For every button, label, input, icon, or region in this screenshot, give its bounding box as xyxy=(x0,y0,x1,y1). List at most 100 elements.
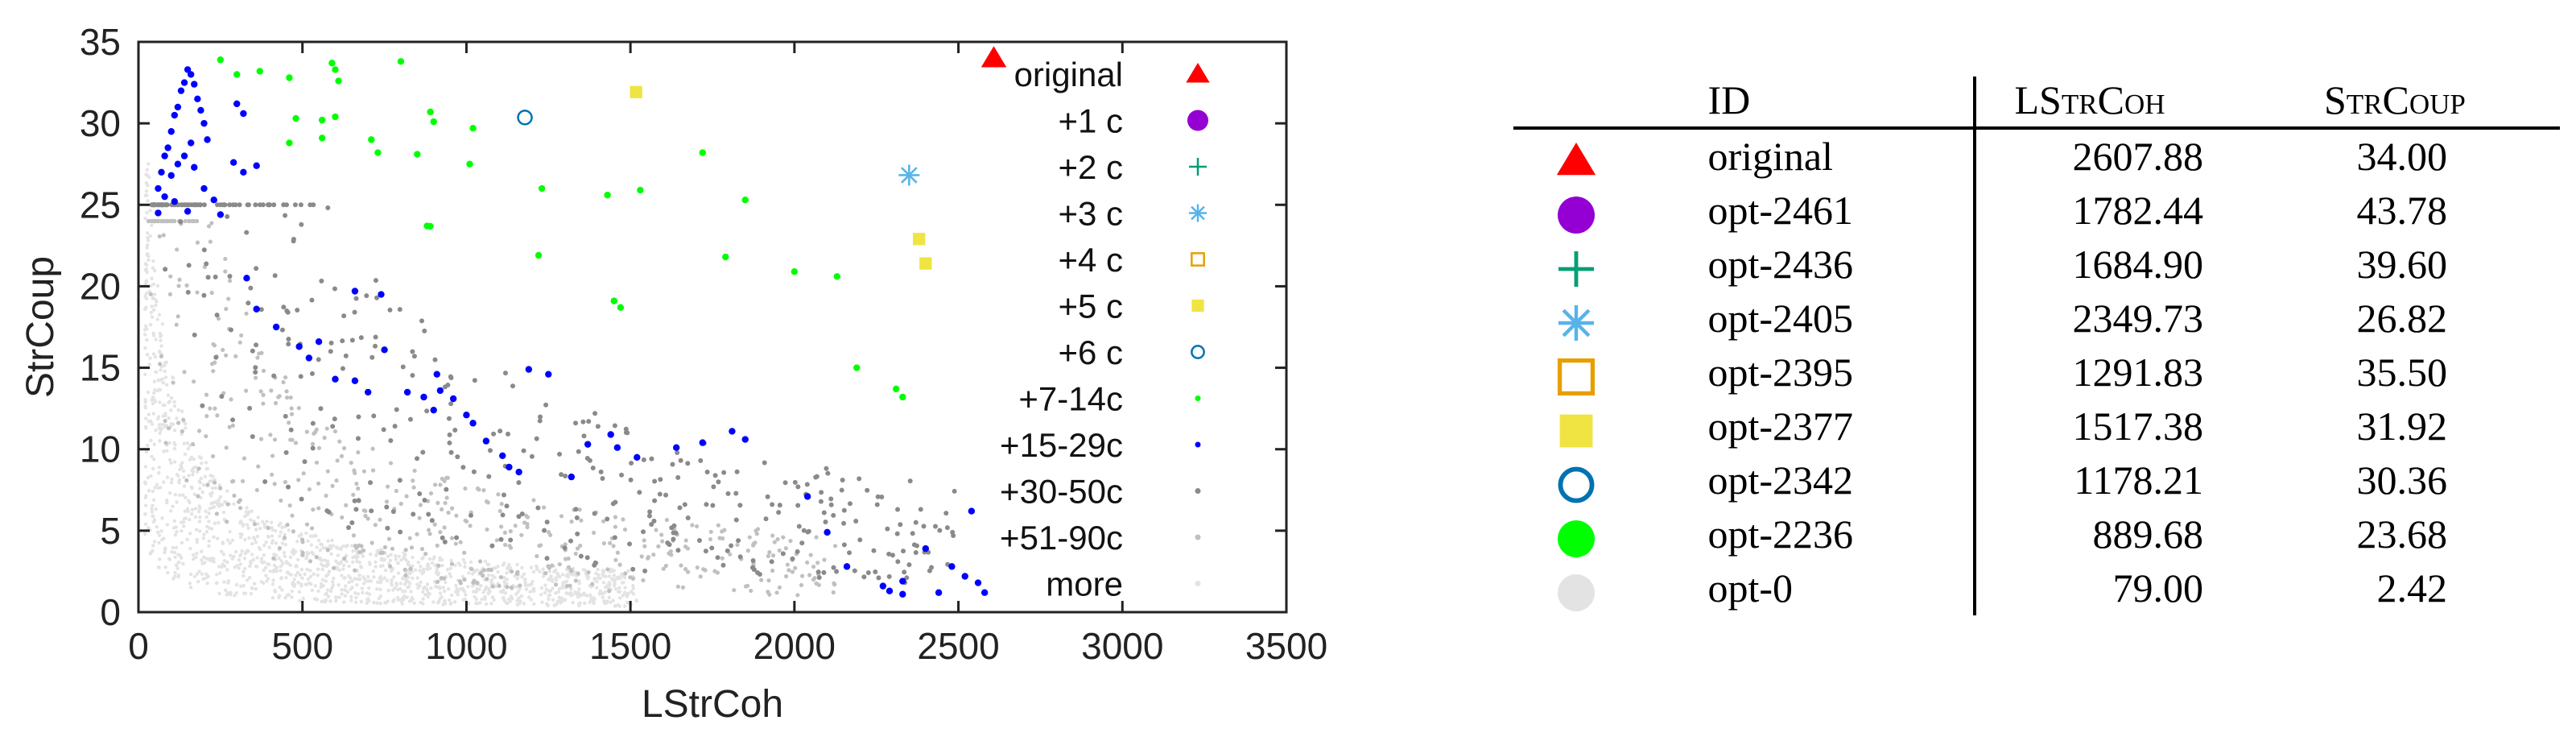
background-point xyxy=(177,493,182,498)
background-point xyxy=(259,350,264,355)
row-marker-icon xyxy=(1559,414,1593,447)
background-point xyxy=(487,448,493,453)
background-point xyxy=(261,392,266,397)
background-point xyxy=(200,558,204,562)
background-point xyxy=(535,553,539,559)
background-point xyxy=(172,429,177,433)
background-point xyxy=(175,416,179,420)
background-point xyxy=(332,286,337,292)
background-point xyxy=(185,289,191,295)
background-point xyxy=(542,528,547,533)
background-point xyxy=(176,420,181,425)
background-point xyxy=(421,586,426,590)
background-point xyxy=(413,568,418,572)
background-point xyxy=(206,574,210,578)
background-point xyxy=(270,528,275,532)
background-point xyxy=(145,231,150,235)
background-point xyxy=(865,487,870,493)
background-point xyxy=(172,519,176,524)
background-point xyxy=(488,590,492,594)
background-point xyxy=(384,499,390,504)
background-point xyxy=(484,499,489,504)
background-point xyxy=(657,491,663,497)
background-point xyxy=(155,482,159,487)
background-point xyxy=(200,549,204,553)
background-point xyxy=(227,424,232,429)
data-point xyxy=(256,68,263,75)
background-point xyxy=(163,550,167,555)
background-point xyxy=(605,516,610,522)
background-point xyxy=(242,591,246,595)
data-point xyxy=(177,87,185,94)
background-point xyxy=(353,600,358,604)
background-point xyxy=(378,580,382,585)
legend-label: +3 c xyxy=(1058,195,1123,233)
background-point xyxy=(204,509,208,514)
background-point xyxy=(181,417,186,422)
background-point xyxy=(218,571,222,575)
background-point xyxy=(549,563,555,568)
background-point xyxy=(146,183,150,188)
background-point xyxy=(274,541,279,545)
background-point xyxy=(165,523,170,527)
data-point xyxy=(286,74,293,81)
background-point xyxy=(171,526,176,530)
background-point xyxy=(296,557,300,562)
background-point xyxy=(419,580,423,585)
background-point xyxy=(418,584,422,588)
background-point xyxy=(387,307,393,313)
background-point xyxy=(454,513,459,518)
marker-shape xyxy=(1558,304,1594,341)
background-point xyxy=(281,304,287,310)
background-point xyxy=(158,400,162,404)
axis-ticks: 0 500 1000 1500 2000 2500 3000 3500051015202530… xyxy=(80,21,1327,667)
background-point xyxy=(595,586,599,590)
background-point xyxy=(210,486,215,491)
cell-strcoup: 39.60 xyxy=(2356,242,2448,287)
background-point xyxy=(262,544,266,548)
background-point xyxy=(151,544,155,548)
background-point xyxy=(568,572,573,576)
background-point xyxy=(485,577,489,582)
background-point xyxy=(225,538,230,542)
legend-label: +6 c xyxy=(1058,333,1123,371)
background-point xyxy=(716,479,721,485)
data-point xyxy=(935,589,943,596)
background-point xyxy=(309,297,315,303)
background-point xyxy=(165,498,169,503)
background-point xyxy=(196,466,201,471)
background-point xyxy=(456,561,460,565)
background-point xyxy=(379,557,383,562)
background-point xyxy=(178,219,184,225)
background-point xyxy=(436,573,440,577)
background-point xyxy=(489,543,495,549)
background-point xyxy=(143,324,148,329)
cell-lstrcoh: 2607.88 xyxy=(1972,128,2268,184)
cell-id: opt-2342 xyxy=(1707,458,1853,503)
background-point xyxy=(170,549,174,554)
background-point xyxy=(716,523,720,528)
background-point xyxy=(194,555,198,560)
background-point xyxy=(812,576,817,581)
background-point xyxy=(642,538,646,543)
background-point xyxy=(777,548,782,553)
background-point xyxy=(151,498,156,502)
background-point xyxy=(290,513,295,518)
marker-shape xyxy=(1559,414,1593,447)
background-point xyxy=(669,525,675,531)
background-point xyxy=(287,503,292,508)
background-point xyxy=(328,349,333,354)
background-point xyxy=(475,580,480,586)
background-point xyxy=(471,469,477,474)
background-point xyxy=(331,565,336,570)
background-point xyxy=(321,545,325,550)
background-point xyxy=(626,569,630,573)
background-point xyxy=(715,570,720,575)
background-point xyxy=(424,408,430,414)
background-point xyxy=(551,598,555,602)
background-point xyxy=(458,540,463,544)
background-point xyxy=(171,504,175,508)
cell-lstrcoh: 889.68 xyxy=(1972,507,2268,561)
background-point xyxy=(164,218,169,224)
background-point xyxy=(143,346,147,350)
